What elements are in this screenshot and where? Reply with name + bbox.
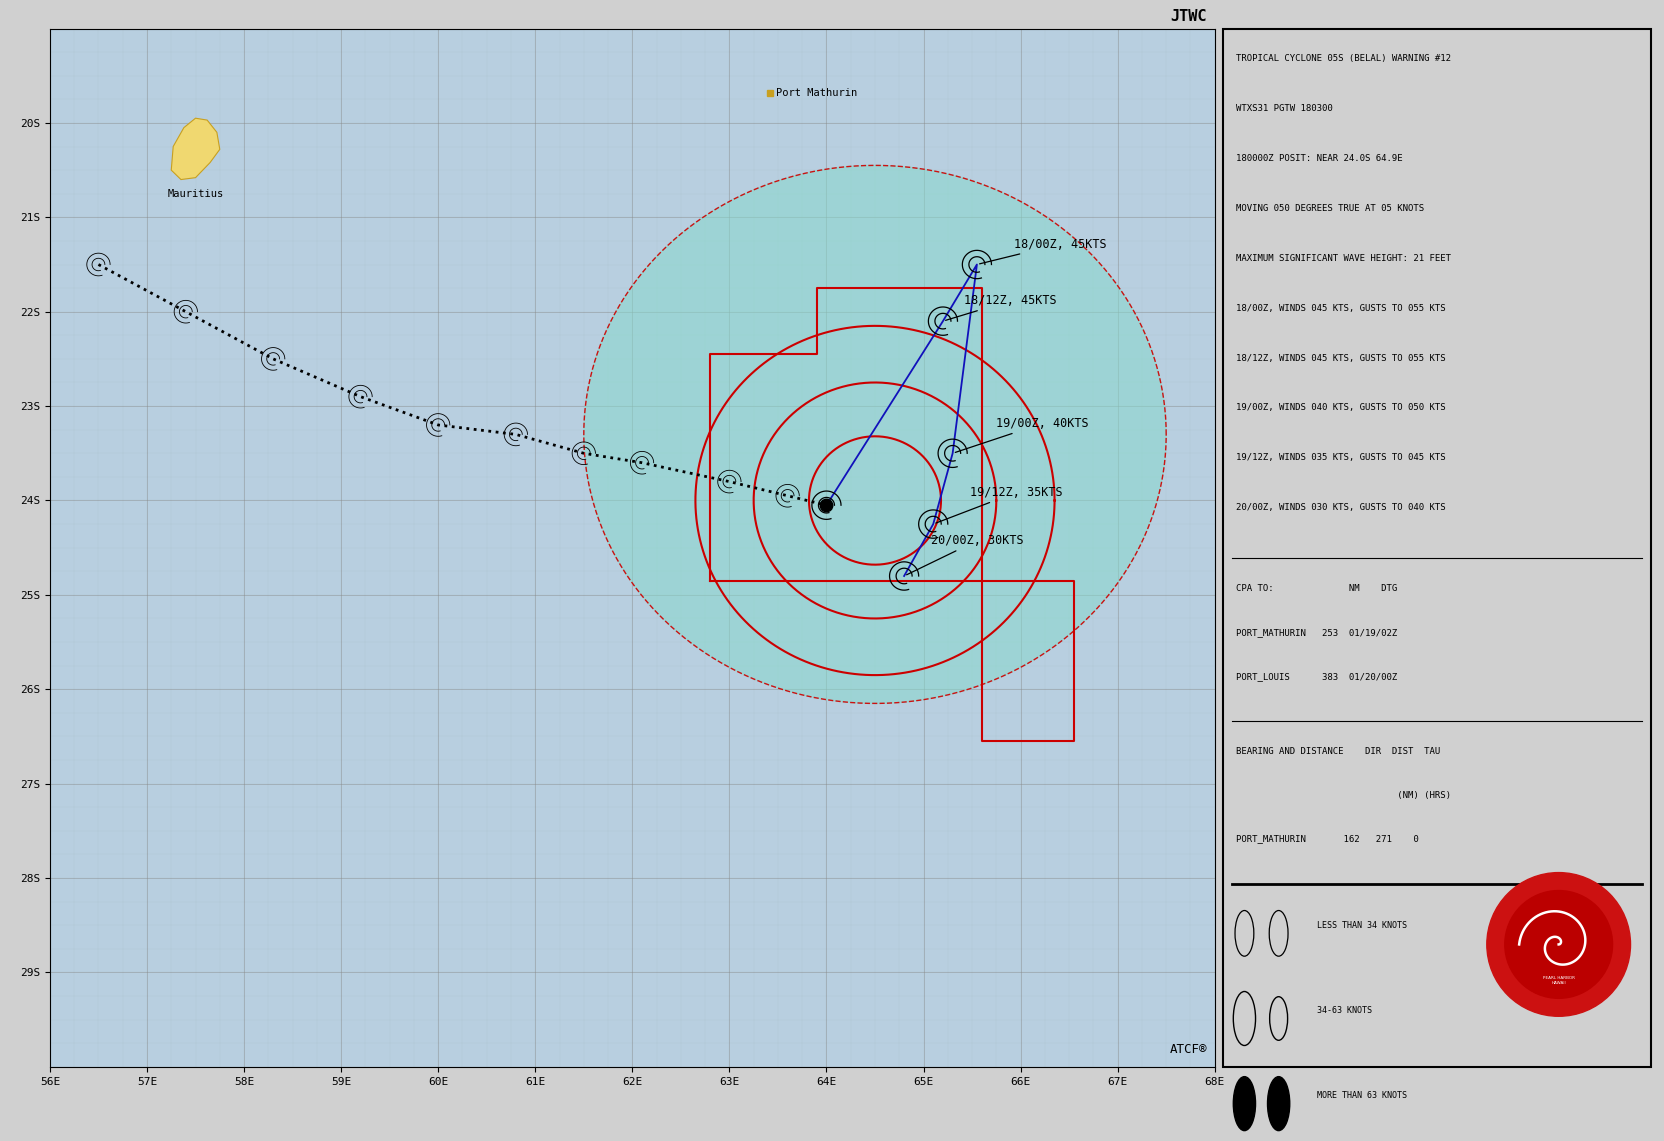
Text: 19/12Z, 35KTS: 19/12Z, 35KTS (935, 486, 1063, 523)
Text: PORT_MATHURIN       162   271    0: PORT_MATHURIN 162 271 0 (1236, 834, 1419, 843)
Text: 19/00Z, WINDS 040 KTS, GUSTS TO 050 KTS: 19/00Z, WINDS 040 KTS, GUSTS TO 050 KTS (1236, 404, 1446, 412)
Text: PEARL HARBOR
HAWAII: PEARL HARBOR HAWAII (1543, 976, 1574, 985)
Text: 34-63 KNOTS: 34-63 KNOTS (1318, 1005, 1373, 1014)
Text: ATCF®: ATCF® (1170, 1043, 1206, 1055)
Text: BEARING AND DISTANCE    DIR  DIST  TAU: BEARING AND DISTANCE DIR DIST TAU (1236, 746, 1439, 755)
Text: 18/12Z, WINDS 045 KTS, GUSTS TO 055 KTS: 18/12Z, WINDS 045 KTS, GUSTS TO 055 KTS (1236, 354, 1446, 363)
Text: Port Mathurin: Port Mathurin (775, 88, 857, 98)
Text: MOVING 050 DEGREES TRUE AT 05 KNOTS: MOVING 050 DEGREES TRUE AT 05 KNOTS (1236, 204, 1424, 213)
Text: PORT_LOUIS      383  01/20/00Z: PORT_LOUIS 383 01/20/00Z (1236, 672, 1398, 681)
Text: 20/00Z, WINDS 030 KTS, GUSTS TO 040 KTS: 20/00Z, WINDS 030 KTS, GUSTS TO 040 KTS (1236, 503, 1446, 512)
Text: 19/12Z, WINDS 035 KTS, GUSTS TO 045 KTS: 19/12Z, WINDS 035 KTS, GUSTS TO 045 KTS (1236, 453, 1446, 462)
Text: WTXS31 PGTW 180300: WTXS31 PGTW 180300 (1236, 104, 1333, 113)
Text: (NM) (HRS): (NM) (HRS) (1236, 791, 1451, 800)
Text: TROPICAL CYCLONE 05S (BELAL) WARNING #12: TROPICAL CYCLONE 05S (BELAL) WARNING #12 (1236, 55, 1451, 64)
Circle shape (1504, 890, 1612, 998)
Text: 20/00Z, 30KTS: 20/00Z, 30KTS (907, 534, 1023, 575)
Text: 19/00Z, 40KTS: 19/00Z, 40KTS (955, 416, 1088, 453)
Text: 180000Z POSIT: NEAR 24.0S 64.9E: 180000Z POSIT: NEAR 24.0S 64.9E (1236, 154, 1403, 163)
Text: 18/00Z, WINDS 045 KTS, GUSTS TO 055 KTS: 18/00Z, WINDS 045 KTS, GUSTS TO 055 KTS (1236, 304, 1446, 313)
Circle shape (1233, 1077, 1256, 1131)
Text: PORT_MATHURIN   253  01/19/02Z: PORT_MATHURIN 253 01/19/02Z (1236, 628, 1398, 637)
Text: 18/12Z, 45KTS: 18/12Z, 45KTS (945, 294, 1057, 321)
Text: MORE THAN 63 KNOTS: MORE THAN 63 KNOTS (1318, 1091, 1408, 1100)
Polygon shape (171, 119, 220, 179)
Circle shape (1488, 873, 1631, 1017)
Text: MAXIMUM SIGNIFICANT WAVE HEIGHT: 21 FEET: MAXIMUM SIGNIFICANT WAVE HEIGHT: 21 FEET (1236, 253, 1451, 262)
Circle shape (1268, 1077, 1290, 1131)
Text: JTWC: JTWC (1170, 9, 1206, 24)
Polygon shape (584, 165, 1166, 703)
Text: LESS THAN 34 KNOTS: LESS THAN 34 KNOTS (1318, 921, 1408, 930)
Text: Mauritius: Mauritius (168, 189, 223, 199)
Text: CPA TO:              NM    DTG: CPA TO: NM DTG (1236, 584, 1398, 593)
Text: 18/00Z, 45KTS: 18/00Z, 45KTS (980, 237, 1107, 264)
